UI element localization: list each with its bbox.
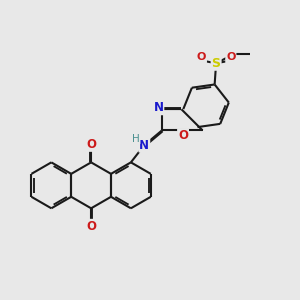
Text: N: N [139,139,149,152]
Text: H: H [132,134,140,144]
Text: O: O [178,129,188,142]
Text: S: S [212,57,220,70]
Text: O: O [86,138,96,151]
Text: O: O [86,220,96,233]
Text: O: O [197,52,206,62]
Text: O: O [226,52,236,62]
Text: N: N [153,101,164,114]
